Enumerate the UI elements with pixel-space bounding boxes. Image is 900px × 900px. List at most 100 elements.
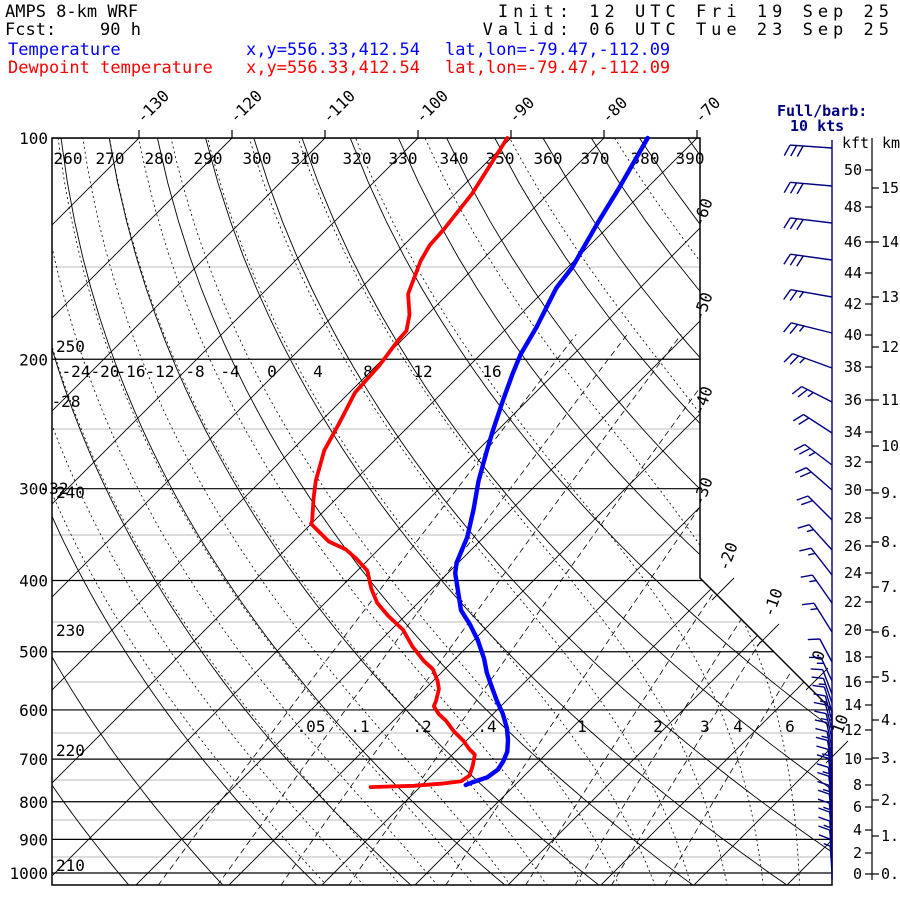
svg-text:500: 500 <box>19 643 48 662</box>
svg-text:-100: -100 <box>411 86 452 127</box>
svg-text:11.: 11. <box>881 391 900 409</box>
svg-text:-4: -4 <box>220 362 239 381</box>
svg-text:44: 44 <box>844 264 862 282</box>
svg-text:400: 400 <box>19 572 48 591</box>
svg-text:4: 4 <box>853 821 862 839</box>
svg-text:14: 14 <box>844 696 862 714</box>
svg-text:.05: .05 <box>297 717 326 736</box>
svg-text:46: 46 <box>844 233 862 251</box>
svg-text:15.: 15. <box>881 179 900 197</box>
svg-text:-24: -24 <box>62 362 91 381</box>
wind-barb <box>795 467 833 491</box>
svg-text:6: 6 <box>853 798 862 816</box>
svg-text:36: 36 <box>844 391 862 409</box>
svg-text:0.: 0. <box>881 865 899 883</box>
wind-barb <box>796 495 833 521</box>
legend-dewpoint-label: Dewpoint temperature <box>8 58 213 78</box>
wind-barb <box>816 745 833 776</box>
svg-text:4.: 4. <box>881 711 899 729</box>
svg-text:12: 12 <box>413 362 432 381</box>
legend-dewpoint-xy: x,y=556.33,412.54 <box>246 58 420 78</box>
svg-text:8.: 8. <box>881 533 899 551</box>
wind-barb <box>783 289 833 302</box>
wind-barb <box>783 253 833 267</box>
svg-text:-50: -50 <box>689 290 717 324</box>
svg-text:30: 30 <box>844 481 862 499</box>
svg-text:7.: 7. <box>881 578 899 596</box>
svg-text:10: 10 <box>844 750 862 768</box>
svg-text:.2: .2 <box>412 717 431 736</box>
svg-text:900: 900 <box>19 830 48 849</box>
svg-text:300: 300 <box>243 149 272 168</box>
svg-text:.4: .4 <box>477 717 496 736</box>
svg-text:1.: 1. <box>881 827 899 845</box>
legend-temperature-latlon: lat,lon=-79.47,-112.09 <box>445 40 671 60</box>
svg-text:5.: 5. <box>881 668 899 686</box>
svg-text:260: 260 <box>54 149 83 168</box>
wind-barb <box>811 676 833 704</box>
legend-temperature-xy: x,y=556.33,412.54 <box>246 40 420 60</box>
wind-barb <box>807 638 833 663</box>
svg-text:2.: 2. <box>881 791 899 809</box>
svg-text:-10: -10 <box>759 586 787 620</box>
wind-barb <box>793 443 833 466</box>
svg-text:0: 0 <box>267 362 277 381</box>
svg-text:800: 800 <box>19 793 48 812</box>
wind-barb <box>797 524 833 551</box>
svg-text:20: 20 <box>844 621 862 639</box>
svg-text:-130: -130 <box>132 86 173 127</box>
wind-barb <box>815 727 833 758</box>
svg-text:km: km <box>882 134 900 152</box>
svg-text:4: 4 <box>313 362 323 381</box>
barb-legend-line1: Full/barb: <box>777 102 867 120</box>
svg-text:38: 38 <box>844 358 862 376</box>
wind-barb <box>809 656 833 682</box>
legend-temperature-label: Temperature <box>8 40 121 60</box>
svg-text:-30: -30 <box>689 475 717 509</box>
svg-text:16: 16 <box>844 673 862 691</box>
wind-barb <box>823 842 833 873</box>
forecast-label: Fcst: <box>5 20 57 40</box>
wind-barb <box>814 710 833 740</box>
svg-text:270: 270 <box>96 149 125 168</box>
svg-text:200: 200 <box>19 350 48 369</box>
svg-text:240: 240 <box>56 483 85 502</box>
wind-barb <box>814 719 833 749</box>
wind-barb <box>818 816 833 848</box>
wind-barb <box>783 144 833 157</box>
wind-barb <box>816 763 833 794</box>
svg-text:4: 4 <box>733 717 743 736</box>
wind-barb <box>802 602 833 633</box>
wind-barb <box>812 684 833 713</box>
wind-barb <box>817 771 833 803</box>
svg-text:-80: -80 <box>597 93 631 127</box>
svg-text:34: 34 <box>844 423 862 441</box>
svg-text:2: 2 <box>653 717 663 736</box>
svg-text:50: 50 <box>844 161 862 179</box>
svg-text:-32: -32 <box>40 479 69 498</box>
wind-barb <box>815 736 833 767</box>
svg-text:300: 300 <box>19 480 48 499</box>
legend-dewpoint-latlon: lat,lon=-79.47,-112.09 <box>445 58 671 78</box>
svg-text:12.: 12. <box>881 338 900 356</box>
svg-text:330: 330 <box>389 149 418 168</box>
wind-barb <box>783 352 833 369</box>
svg-text:250: 250 <box>56 337 85 356</box>
valid-time: Valid: 06 UTC Tue 23 Sep 25 <box>482 20 894 40</box>
svg-text:16: 16 <box>482 362 501 381</box>
svg-text:-60: -60 <box>689 196 717 230</box>
svg-text:.1: .1 <box>350 717 369 736</box>
svg-text:22: 22 <box>844 593 862 611</box>
svg-text:-8: -8 <box>185 362 204 381</box>
svg-text:700: 700 <box>19 750 48 769</box>
svg-text:14.: 14. <box>881 233 900 251</box>
wind-barb <box>791 385 833 403</box>
svg-text:310: 310 <box>291 149 320 168</box>
svg-text:-40: -40 <box>689 384 717 418</box>
wind-barb <box>810 668 833 695</box>
svg-text:12: 12 <box>844 721 862 739</box>
svg-text:370: 370 <box>581 149 610 168</box>
wind-barb <box>783 181 833 195</box>
svg-text:-90: -90 <box>504 93 538 127</box>
